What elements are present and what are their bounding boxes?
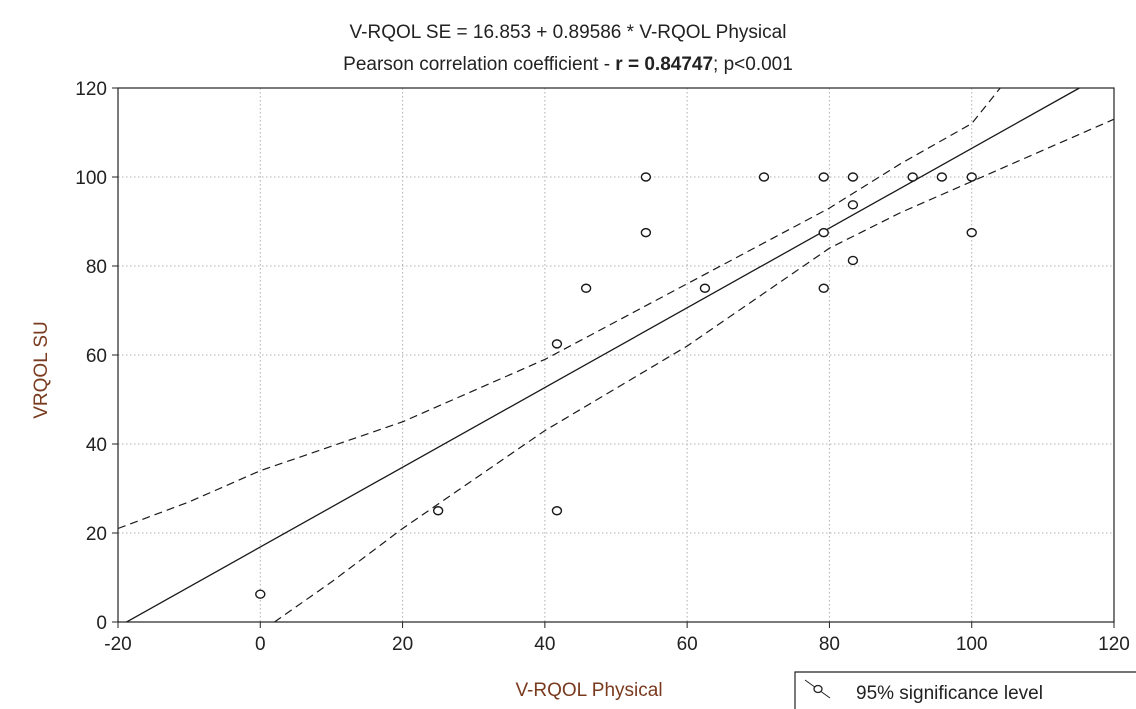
ci-upper-band [117, 87, 1001, 530]
scatter-point [551, 339, 563, 349]
y-tick-label: 80 [86, 257, 107, 278]
y-tick-label: 60 [86, 346, 107, 367]
confidence-bands [117, 87, 1115, 623]
x-tick-label: 20 [392, 634, 413, 655]
legend-label: 95% significance level [856, 683, 1043, 704]
x-axis-label: V-RQOL Physical [515, 680, 662, 701]
scatter-point [758, 172, 770, 182]
scatter-point [907, 172, 918, 182]
y-tick-label: 20 [86, 524, 107, 545]
ci-lower-band [274, 118, 1115, 623]
scatter-point [847, 255, 859, 266]
y-tick-label: 120 [75, 79, 107, 100]
scatter-point [551, 506, 563, 516]
x-tick-label: 80 [819, 634, 840, 655]
scatter-point [936, 172, 948, 182]
x-tick-label: 0 [255, 634, 266, 655]
scatter-point [847, 172, 859, 182]
x-tick-label: -20 [104, 634, 131, 655]
x-tick-label: 40 [534, 634, 555, 655]
chart-title-line2: Pearson correlation coefficient - r = 0.… [343, 54, 793, 75]
data-points [255, 172, 977, 599]
scatter-point [818, 172, 829, 182]
chart-title-line1: V-RQOL SE = 16.853 + 0.89586 * V-RQOL Ph… [350, 22, 787, 43]
y-tick-label: 100 [75, 168, 107, 189]
scatter-point [640, 227, 652, 238]
regression-line-group [126, 87, 1080, 623]
scatter-point [255, 589, 266, 599]
regression-line [126, 87, 1080, 623]
scatter-point [847, 200, 859, 210]
title-p-value: ; p<0.001 [713, 54, 793, 75]
scatter-point [818, 283, 829, 293]
grid-lines [118, 88, 1114, 622]
y-tick-label: 0 [96, 613, 107, 634]
x-tick-label: 100 [956, 634, 988, 655]
x-tick-label: 120 [1098, 634, 1130, 655]
legend-marker-icon [813, 684, 823, 694]
scatter-point [818, 227, 829, 238]
y-axis-label: VRQOL SU [31, 321, 52, 419]
scatter-point [699, 283, 711, 293]
x-tick-label: 60 [677, 634, 698, 655]
plot-area-frame [117, 87, 1115, 623]
legend-box [794, 671, 1136, 709]
scatter-point [640, 172, 652, 182]
scatter-point [966, 227, 977, 238]
title-r-value: r = 0.84747 [615, 54, 713, 75]
scatter-point [432, 506, 444, 516]
y-tick-label: 40 [86, 435, 107, 456]
legend: 95% significance level [794, 671, 1136, 709]
title-prefix: Pearson correlation coefficient - [343, 54, 615, 75]
scatter-point [966, 172, 977, 182]
scatter-point [580, 283, 592, 293]
